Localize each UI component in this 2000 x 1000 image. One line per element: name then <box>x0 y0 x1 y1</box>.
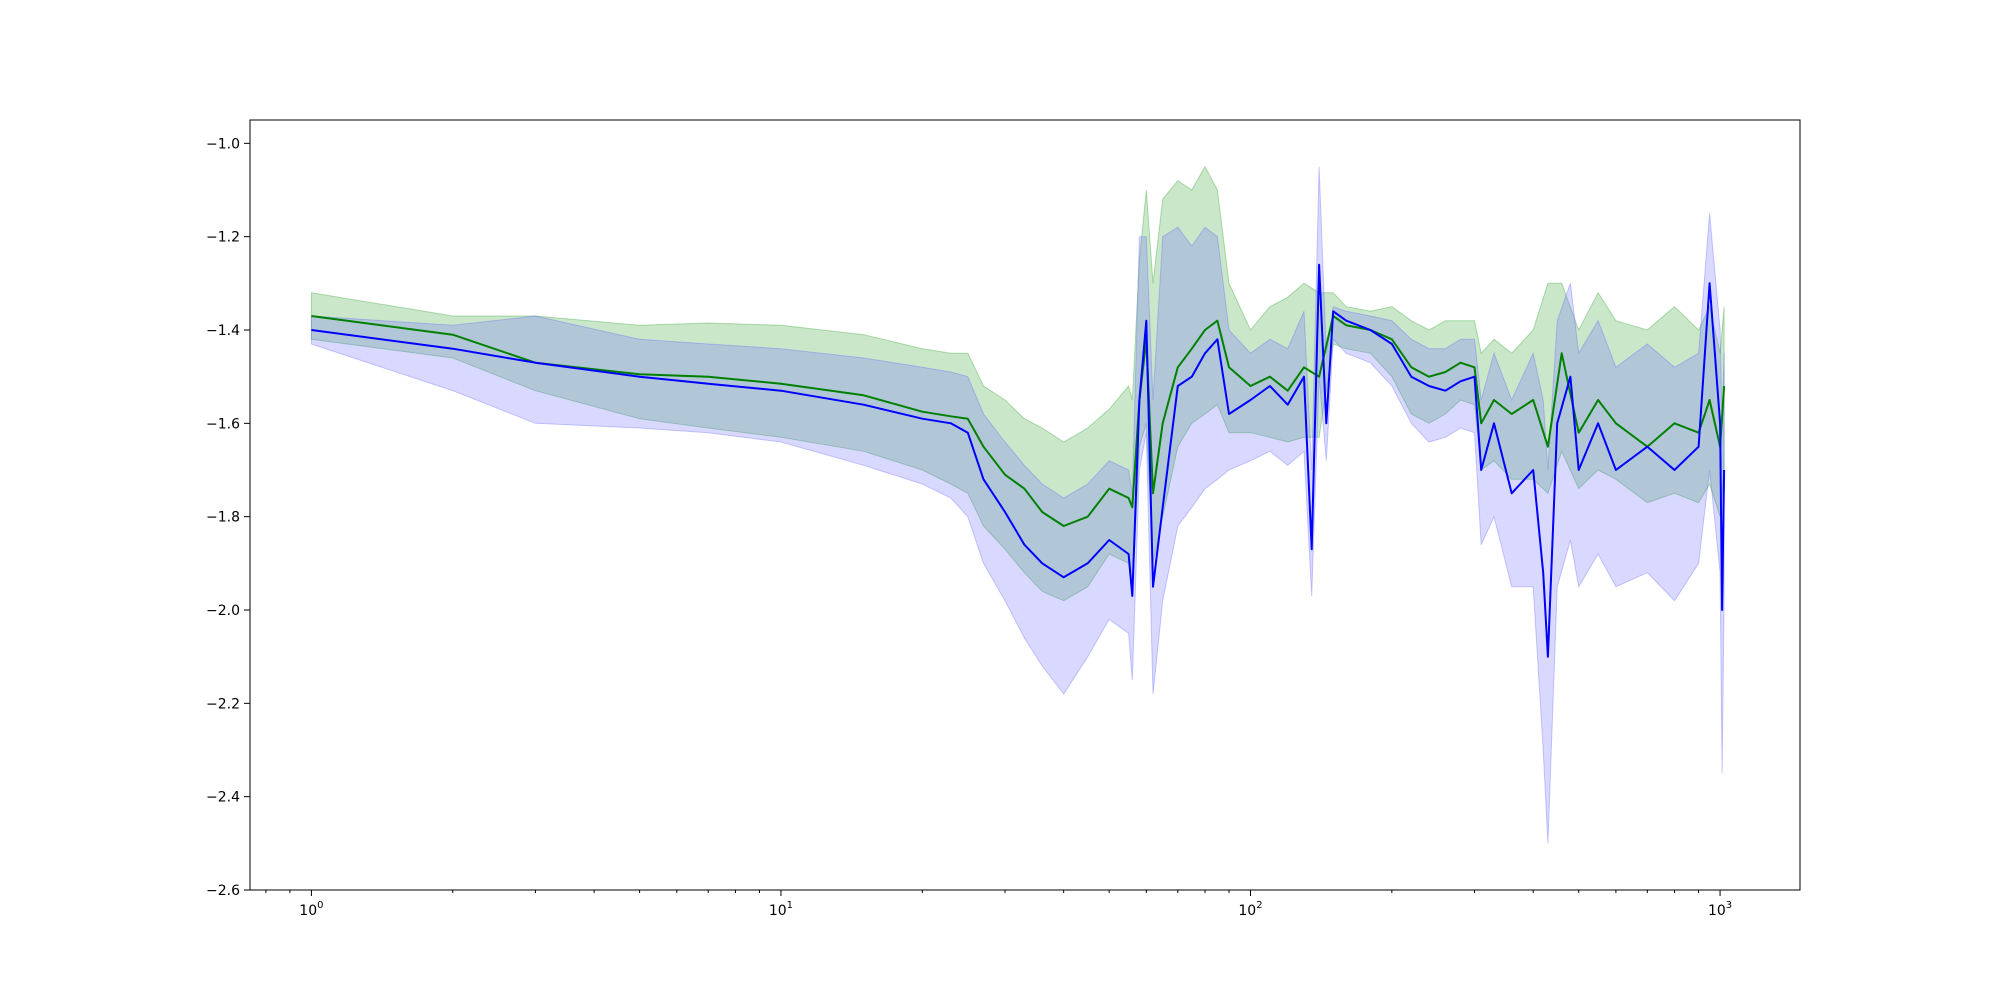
plot-frame <box>249 119 1801 891</box>
series-lines <box>311 263 1726 658</box>
y-tick-label: −1.0 <box>206 136 240 152</box>
x-tick-exponent: 2 <box>1256 900 1262 911</box>
series-1-line <box>311 263 1726 658</box>
x-axis: 100 101 102 103 <box>265 890 1732 919</box>
y-tick-label: −1.6 <box>206 416 240 432</box>
x-tick-exponent: 0 <box>317 900 323 911</box>
y-tick-label: −2.4 <box>206 790 240 806</box>
x-tick-label: 102 <box>1238 900 1262 919</box>
y-tick-label: −1.2 <box>206 230 240 246</box>
x-tick-label: 101 <box>769 900 793 919</box>
x-tick-label: 100 <box>299 900 323 919</box>
y-tick-label: −2.0 <box>206 603 240 619</box>
x-tick-exponent: 3 <box>1726 900 1732 911</box>
y-tick-label: −1.4 <box>206 323 240 339</box>
x-tick-exponent: 1 <box>787 900 793 911</box>
y-tick-label: −2.6 <box>206 883 240 899</box>
series-1-band <box>310 166 1725 844</box>
y-tick-label: −2.2 <box>206 696 240 712</box>
x-tick-label: 103 <box>1708 900 1732 919</box>
series-0-line <box>311 315 1726 527</box>
x-tick-base: 10 <box>1238 903 1256 919</box>
y-axis: −1.0 −1.2 −1.4 −1.6 −1.8 −2.0 −2.2 −2.4 −2.6 <box>206 136 250 899</box>
x-tick-base: 10 <box>299 903 317 919</box>
y-tick-label: −1.8 <box>206 510 240 526</box>
x-tick-base: 10 <box>1708 903 1726 919</box>
x-tick-base: 10 <box>769 903 787 919</box>
